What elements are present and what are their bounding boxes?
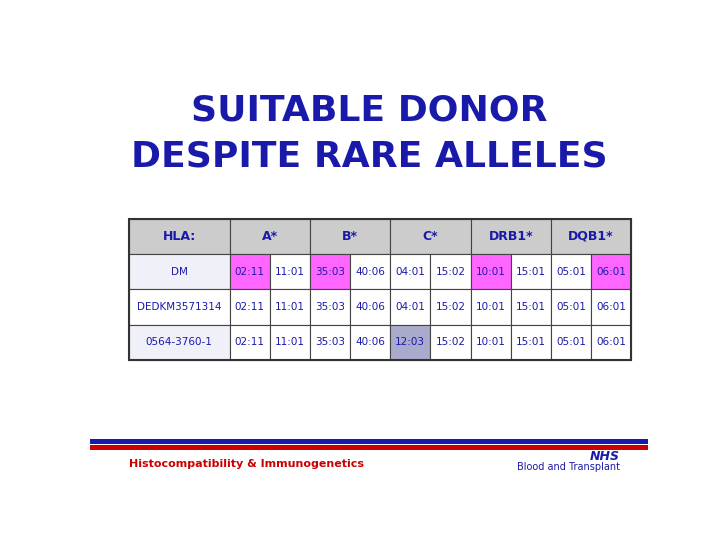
Text: 11:01: 11:01 [275, 267, 305, 276]
Bar [230, 254, 270, 289]
Text: 40:06: 40:06 [355, 267, 385, 276]
Text: 15:01: 15:01 [516, 267, 546, 276]
Text: 11:01: 11:01 [275, 338, 305, 347]
Text: Blood and Transplant: Blood and Transplant [517, 462, 620, 472]
Bar [350, 254, 390, 289]
Text: 05:01: 05:01 [556, 267, 586, 276]
Bar [129, 254, 230, 289]
Text: 35:03: 35:03 [315, 267, 345, 276]
Bar [510, 289, 551, 325]
Bar [230, 325, 270, 360]
Text: 04:01: 04:01 [395, 302, 426, 312]
Text: DESPITE RARE ALLELES: DESPITE RARE ALLELES [131, 140, 607, 174]
Text: NHS: NHS [590, 450, 620, 463]
Bar [270, 289, 310, 325]
Bar [350, 325, 390, 360]
Text: 15:01: 15:01 [516, 338, 546, 347]
Text: 06:01: 06:01 [596, 267, 626, 276]
Bar [310, 289, 350, 325]
Text: 40:06: 40:06 [355, 338, 385, 347]
Bar [591, 289, 631, 325]
Bar [471, 325, 510, 360]
Bar [230, 289, 270, 325]
Text: SUITABLE DONOR: SUITABLE DONOR [191, 94, 547, 128]
Bar [129, 219, 230, 254]
Text: 06:01: 06:01 [596, 338, 626, 347]
Bar [310, 325, 350, 360]
Text: 05:01: 05:01 [556, 338, 586, 347]
Bar [270, 254, 310, 289]
Bar [471, 289, 510, 325]
Text: 40:06: 40:06 [355, 302, 385, 312]
Text: 35:03: 35:03 [315, 302, 345, 312]
Text: 06:01: 06:01 [596, 302, 626, 312]
Bar [591, 254, 631, 289]
Bar [431, 325, 471, 360]
Bar [551, 254, 591, 289]
Text: 11:01: 11:01 [275, 302, 305, 312]
Text: 10:01: 10:01 [476, 338, 505, 347]
Text: 12:03: 12:03 [395, 338, 426, 347]
Bar [551, 289, 591, 325]
Bar [510, 254, 551, 289]
Text: 15:02: 15:02 [436, 302, 465, 312]
Bar [90, 445, 648, 450]
Text: 04:01: 04:01 [395, 267, 426, 276]
Bar [129, 289, 230, 325]
Bar [431, 289, 471, 325]
Text: DRB1*: DRB1* [488, 230, 533, 243]
Text: 02:11: 02:11 [235, 267, 264, 276]
Text: 02:11: 02:11 [235, 338, 264, 347]
Bar [390, 254, 431, 289]
Bar [510, 325, 551, 360]
Bar [270, 325, 310, 360]
Bar [551, 219, 631, 254]
Text: B*: B* [342, 230, 358, 243]
Text: 10:01: 10:01 [476, 267, 505, 276]
Text: A*: A* [261, 230, 278, 243]
Bar [230, 219, 310, 254]
Text: 02:11: 02:11 [235, 302, 264, 312]
Bar [390, 219, 471, 254]
Bar [591, 325, 631, 360]
Text: DEDKM3571314: DEDKM3571314 [137, 302, 222, 312]
Text: C*: C* [423, 230, 438, 243]
Bar [310, 254, 350, 289]
Text: Histocompatibility & Immunogenetics: Histocompatibility & Immunogenetics [129, 459, 364, 469]
Bar [390, 289, 431, 325]
Text: 15:02: 15:02 [436, 338, 465, 347]
Bar [431, 254, 471, 289]
Bar [471, 254, 510, 289]
Bar [90, 438, 648, 444]
Bar [390, 325, 431, 360]
Text: DM: DM [171, 267, 188, 276]
Text: HLA:: HLA: [163, 230, 196, 243]
Text: DQB1*: DQB1* [568, 230, 614, 243]
Text: 15:02: 15:02 [436, 267, 465, 276]
Bar [129, 219, 631, 360]
Text: 0564-3760-1: 0564-3760-1 [146, 338, 212, 347]
Text: 35:03: 35:03 [315, 338, 345, 347]
Text: 05:01: 05:01 [556, 302, 586, 312]
Bar [350, 289, 390, 325]
Bar [551, 325, 591, 360]
Bar [310, 219, 390, 254]
Bar [471, 219, 551, 254]
Text: 10:01: 10:01 [476, 302, 505, 312]
Bar [129, 325, 230, 360]
Text: 15:01: 15:01 [516, 302, 546, 312]
